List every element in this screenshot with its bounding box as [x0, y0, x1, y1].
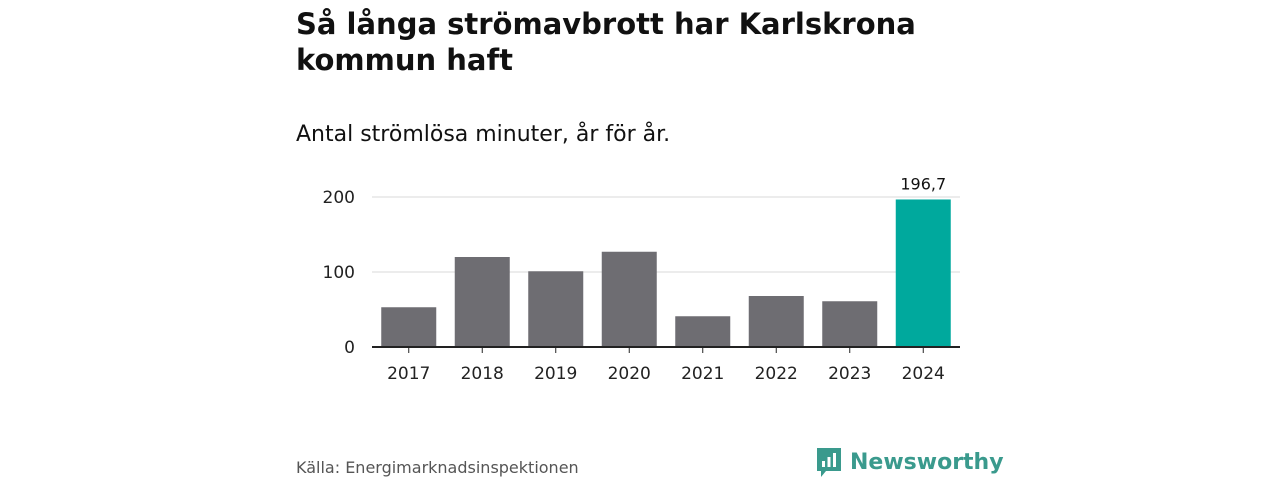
x-tick-label: 2018	[461, 364, 504, 384]
axes	[372, 346, 960, 353]
y-tick-label: 200	[323, 188, 355, 208]
brand-logo: Newsworthy	[815, 446, 1004, 478]
bar-2020	[601, 251, 657, 347]
x-tick-label: 2023	[828, 364, 871, 384]
bar-2017	[381, 307, 437, 347]
x-tick-label: 2021	[681, 364, 724, 384]
bar-2018	[454, 257, 510, 347]
bar-2024	[895, 199, 951, 347]
bars	[381, 199, 951, 347]
newsworthy-logo-icon	[817, 448, 841, 477]
y-tick-label: 0	[344, 338, 355, 358]
chart-subtitle: Antal strömlösa minuter, år för år.	[296, 122, 671, 147]
source-note: Källa: Energimarknadsinspektionen	[296, 458, 579, 477]
brand-name: Newsworthy	[850, 449, 1004, 475]
y-tick-label: 100	[323, 263, 355, 283]
x-tick-label: 2022	[755, 364, 798, 384]
labels: 0 100 200 2017 2018 2019 2020 2021 2022 2023 2024 1…	[323, 174, 947, 384]
bar-2021	[675, 316, 731, 347]
x-tick-label: 2019	[534, 364, 577, 384]
x-tick-label: 2017	[387, 364, 430, 384]
data-label: 196,7	[900, 174, 946, 193]
bar-2022	[748, 296, 804, 347]
bar-2023	[822, 301, 878, 347]
chart-title: Så långa strömavbrott har Karlskrona kom…	[296, 7, 916, 77]
x-tick-label: 2020	[608, 364, 651, 384]
x-tick-label: 2024	[902, 364, 945, 384]
bar-2019	[528, 271, 584, 347]
